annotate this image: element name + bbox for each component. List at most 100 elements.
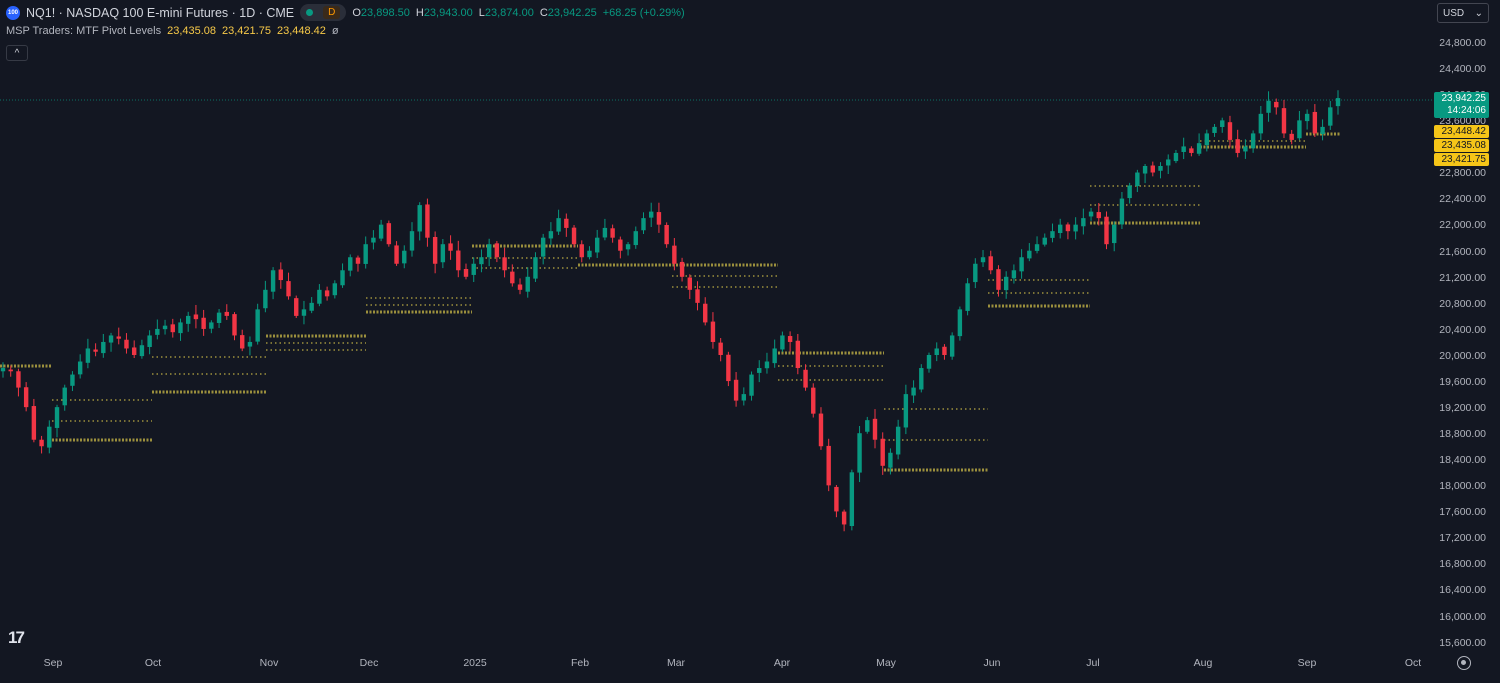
candle-body (1096, 212, 1101, 219)
candle-body (1119, 198, 1125, 225)
currency-select[interactable]: USD ⌄ (1437, 3, 1489, 23)
symbol-legend[interactable]: 100 NQ1! · NASDAQ 100 E-mini Futures · 1… (6, 4, 685, 21)
candle-body (263, 289, 268, 309)
candle-body (1243, 146, 1248, 152)
status-pill[interactable]: D (300, 4, 347, 21)
candle-body (1258, 113, 1264, 134)
candle-body (448, 243, 453, 251)
settings-icon[interactable] (1457, 656, 1471, 670)
candle-body (1173, 152, 1179, 162)
candle-body (1304, 113, 1310, 122)
indicator-legend[interactable]: MSP Traders: MTF Pivot Levels 23,435.08 … (6, 25, 339, 37)
collapse-legend-button[interactable]: ^ (6, 45, 28, 61)
candle-body (240, 335, 245, 349)
candle-body (324, 290, 330, 297)
candle-body (23, 387, 29, 408)
candle-body (402, 250, 407, 264)
candle-body (703, 303, 708, 323)
candle-body (216, 312, 222, 323)
indicator-name[interactable]: MSP Traders: MTF Pivot Levels (6, 25, 162, 37)
candle-body (949, 335, 955, 357)
candle-body (170, 324, 175, 333)
candle-body (93, 349, 98, 352)
candle-body (942, 346, 947, 355)
candlestick-series (0, 90, 1341, 532)
candle-body (787, 336, 793, 342)
candle-body (378, 224, 384, 239)
candle-body (579, 244, 584, 258)
candle-body (479, 257, 484, 265)
candle-body (1104, 216, 1109, 245)
price-axis-label: 21,200.00 (1439, 271, 1486, 284)
candle-body (317, 289, 322, 304)
candle-body (155, 328, 160, 335)
candle-body (85, 348, 91, 363)
candle-body (1158, 165, 1163, 171)
candle-body (710, 321, 716, 342)
candle-body (957, 309, 963, 337)
price-axis-label: 16,400.00 (1439, 584, 1486, 597)
candle-body (1088, 211, 1094, 217)
candle-body (548, 231, 554, 239)
candle-body (594, 237, 600, 253)
candle-body (1227, 122, 1233, 140)
candle-body (1065, 224, 1071, 232)
price-axis-label: 22,400.00 (1439, 193, 1486, 206)
candle-body (247, 341, 253, 347)
candle-body (31, 406, 37, 440)
candle-body (178, 322, 183, 334)
candle-body (1003, 276, 1009, 291)
candle-body (1328, 107, 1333, 126)
candle-body (726, 354, 731, 382)
candle-body (556, 218, 561, 232)
candle-body (286, 281, 291, 297)
candle-body (278, 269, 284, 281)
candle-body (795, 340, 801, 369)
symbol-title[interactable]: NQ1! · NASDAQ 100 E-mini Futures · 1D · … (26, 5, 295, 20)
candle-body (1042, 237, 1047, 245)
price-axis-label: 15,600.00 (1439, 636, 1486, 649)
candle-body (463, 268, 469, 277)
candle-body (1011, 270, 1017, 279)
candle-body (1297, 120, 1302, 139)
time-axis-label: Oct (144, 657, 162, 669)
candle-body (39, 439, 44, 447)
candle-body (294, 298, 299, 316)
currency-value: USD (1443, 7, 1465, 19)
candle-body (54, 407, 60, 428)
candle-body (872, 418, 878, 440)
candle-body (1027, 250, 1032, 259)
candle-body (695, 289, 700, 303)
candle-body (417, 205, 422, 232)
price-axis-label: 17,200.00 (1439, 532, 1486, 545)
candle-body (540, 237, 546, 257)
candle-body (494, 243, 500, 258)
candle-body (224, 311, 229, 316)
time-axis-label: Feb (570, 657, 590, 669)
candle-body (525, 276, 530, 292)
indicator-value: 23,448.42 (276, 25, 326, 37)
time-axis-label: Nov (259, 657, 279, 669)
chevron-down-icon: ⌄ (1474, 7, 1483, 19)
candle-body (147, 335, 152, 347)
candle-body (1050, 231, 1055, 238)
price-axis-label: 22,000.00 (1439, 219, 1486, 232)
candle-body (332, 283, 338, 296)
candle-body (980, 257, 986, 263)
candle-body (895, 426, 901, 455)
price-axis-label: 16,000.00 (1439, 610, 1486, 623)
candle-body (425, 204, 430, 238)
tradingview-logo-icon[interactable]: 17 (8, 628, 25, 647)
candle-body (1034, 244, 1040, 251)
candle-body (679, 261, 685, 277)
time-axis-label: Aug (1193, 657, 1213, 669)
candle-body (1335, 98, 1341, 107)
price-axis-label: 24,800.00 (1439, 37, 1486, 49)
candle-body (1204, 133, 1210, 146)
candle-body (386, 223, 392, 245)
price-axis-label: 24,400.00 (1439, 63, 1486, 76)
price-axis-label: 18,400.00 (1439, 454, 1486, 467)
last-price-value: 23,942.25 (1441, 93, 1487, 104)
time-axis-label: Jun (983, 657, 1001, 669)
